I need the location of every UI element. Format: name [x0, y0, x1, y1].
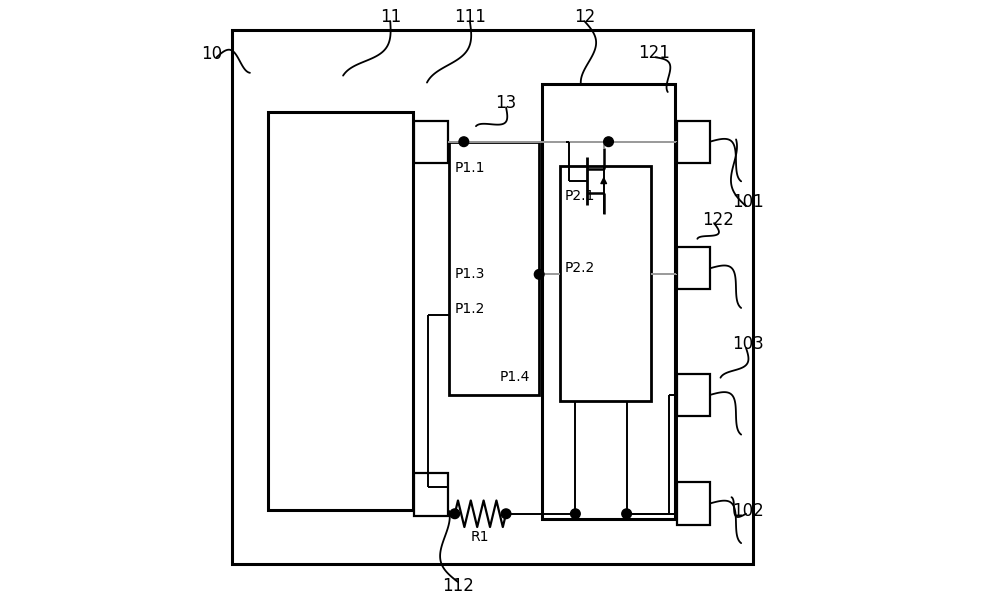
FancyBboxPatch shape: [677, 374, 710, 416]
Text: P1.1: P1.1: [455, 160, 485, 175]
Text: 10: 10: [201, 45, 222, 63]
Text: 111: 111: [454, 8, 486, 26]
Circle shape: [501, 509, 511, 519]
FancyBboxPatch shape: [677, 121, 710, 163]
Circle shape: [571, 509, 580, 519]
Circle shape: [534, 270, 544, 279]
Text: P2.1: P2.1: [565, 189, 595, 203]
Text: 102: 102: [733, 502, 764, 520]
Circle shape: [459, 137, 469, 147]
FancyBboxPatch shape: [677, 482, 710, 525]
Text: P1.4: P1.4: [500, 370, 530, 384]
Text: P2.2: P2.2: [565, 261, 595, 276]
Circle shape: [450, 509, 460, 519]
Text: 101: 101: [733, 193, 764, 211]
Text: 122: 122: [702, 211, 734, 229]
FancyBboxPatch shape: [560, 166, 651, 401]
Circle shape: [604, 137, 613, 147]
Circle shape: [622, 509, 631, 519]
Text: 12: 12: [574, 8, 595, 26]
Text: P1.2: P1.2: [455, 302, 485, 317]
FancyBboxPatch shape: [414, 121, 448, 163]
Text: 103: 103: [733, 335, 764, 353]
FancyBboxPatch shape: [542, 84, 675, 519]
FancyBboxPatch shape: [414, 473, 448, 516]
Text: 13: 13: [495, 93, 517, 112]
Text: 121: 121: [638, 44, 670, 62]
FancyBboxPatch shape: [449, 142, 539, 395]
FancyBboxPatch shape: [268, 112, 413, 510]
Text: 112: 112: [442, 577, 474, 595]
FancyBboxPatch shape: [677, 247, 710, 289]
Text: R1: R1: [470, 529, 489, 544]
Text: 11: 11: [380, 8, 401, 26]
FancyBboxPatch shape: [232, 30, 753, 564]
Text: P1.3: P1.3: [455, 267, 485, 281]
